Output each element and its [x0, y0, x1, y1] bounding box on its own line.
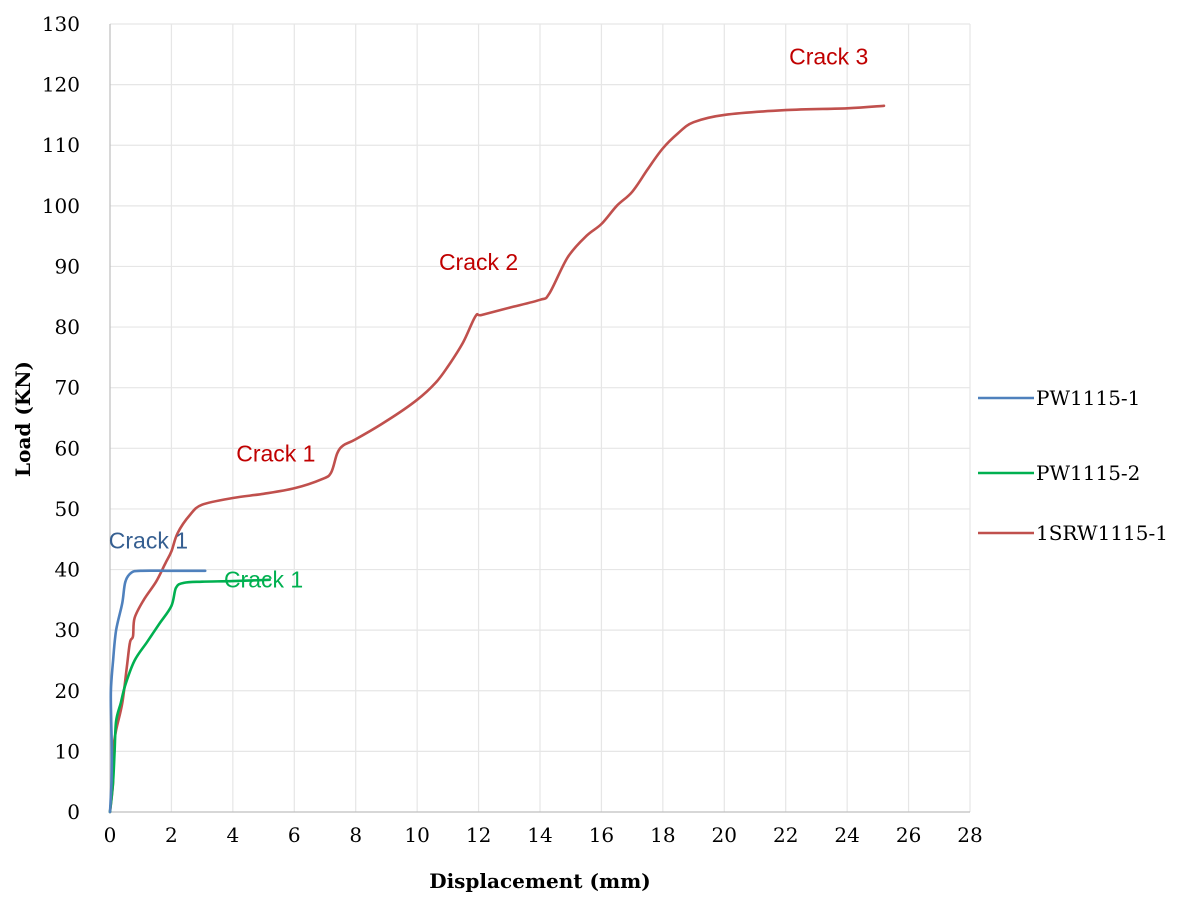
x-tick-label: 8 [349, 823, 362, 847]
legend-label-1srw1115-1: 1SRW1115-1 [1036, 521, 1168, 545]
annotation-label: Crack 2 [439, 249, 518, 275]
y-tick-label: 80 [55, 315, 80, 339]
x-tick-label: 14 [527, 823, 552, 847]
y-tick-label: 130 [42, 12, 80, 36]
y-tick-label: 40 [55, 558, 80, 582]
annotation-label: Crack 1 [109, 527, 188, 553]
y-axis-title: Load (KN) [11, 361, 35, 477]
series-line-pw1115-2 [108, 578, 271, 814]
x-tick-label: 12 [466, 823, 491, 847]
x-tick-label: 22 [773, 823, 798, 847]
y-tick-label: 30 [55, 618, 80, 642]
x-tick-label: 16 [589, 823, 614, 847]
y-tick-label: 10 [55, 739, 80, 763]
legend: PW1115-1 PW1115-2 1SRW1115-1 [978, 386, 1168, 545]
series-lines [108, 104, 886, 814]
series-line-pw1115-1 [108, 569, 207, 814]
y-tick-label: 100 [42, 194, 80, 218]
x-tick-label: 26 [896, 823, 921, 847]
y-tick-label: 70 [55, 376, 80, 400]
annotations: Crack 1 Crack 1 Crack 1 Crack 2 Crack 3 [109, 44, 869, 593]
y-tick-label: 120 [42, 73, 80, 97]
legend-label-pw1115-1: PW1115-1 [1036, 386, 1140, 410]
y-tick-label: 20 [55, 679, 80, 703]
y-tick-label: 50 [55, 497, 80, 521]
annotation-label: Crack 1 [224, 567, 303, 593]
x-axis-title: Displacement (mm) [429, 869, 651, 893]
x-tick-label: 28 [957, 823, 982, 847]
legend-label-pw1115-2: PW1115-2 [1036, 461, 1140, 485]
y-tick-label: 0 [67, 800, 80, 824]
y-tick-label: 110 [42, 133, 80, 157]
annotation-label: Crack 1 [236, 441, 315, 467]
y-tick-label: 90 [55, 254, 80, 278]
x-tick-label: 24 [834, 823, 859, 847]
x-tick-label: 4 [226, 823, 239, 847]
x-tick-label: 6 [288, 823, 301, 847]
x-tick-label: 18 [650, 823, 675, 847]
x-tick-label: 20 [712, 823, 737, 847]
gridlines [110, 23, 971, 812]
x-tick-label: 2 [165, 823, 178, 847]
series-line-1srw1115-1 [108, 104, 886, 814]
y-tick-label: 60 [55, 436, 80, 460]
x-tick-label: 10 [404, 823, 429, 847]
annotation-label: Crack 3 [789, 44, 868, 70]
x-tick-label: 0 [104, 823, 117, 847]
